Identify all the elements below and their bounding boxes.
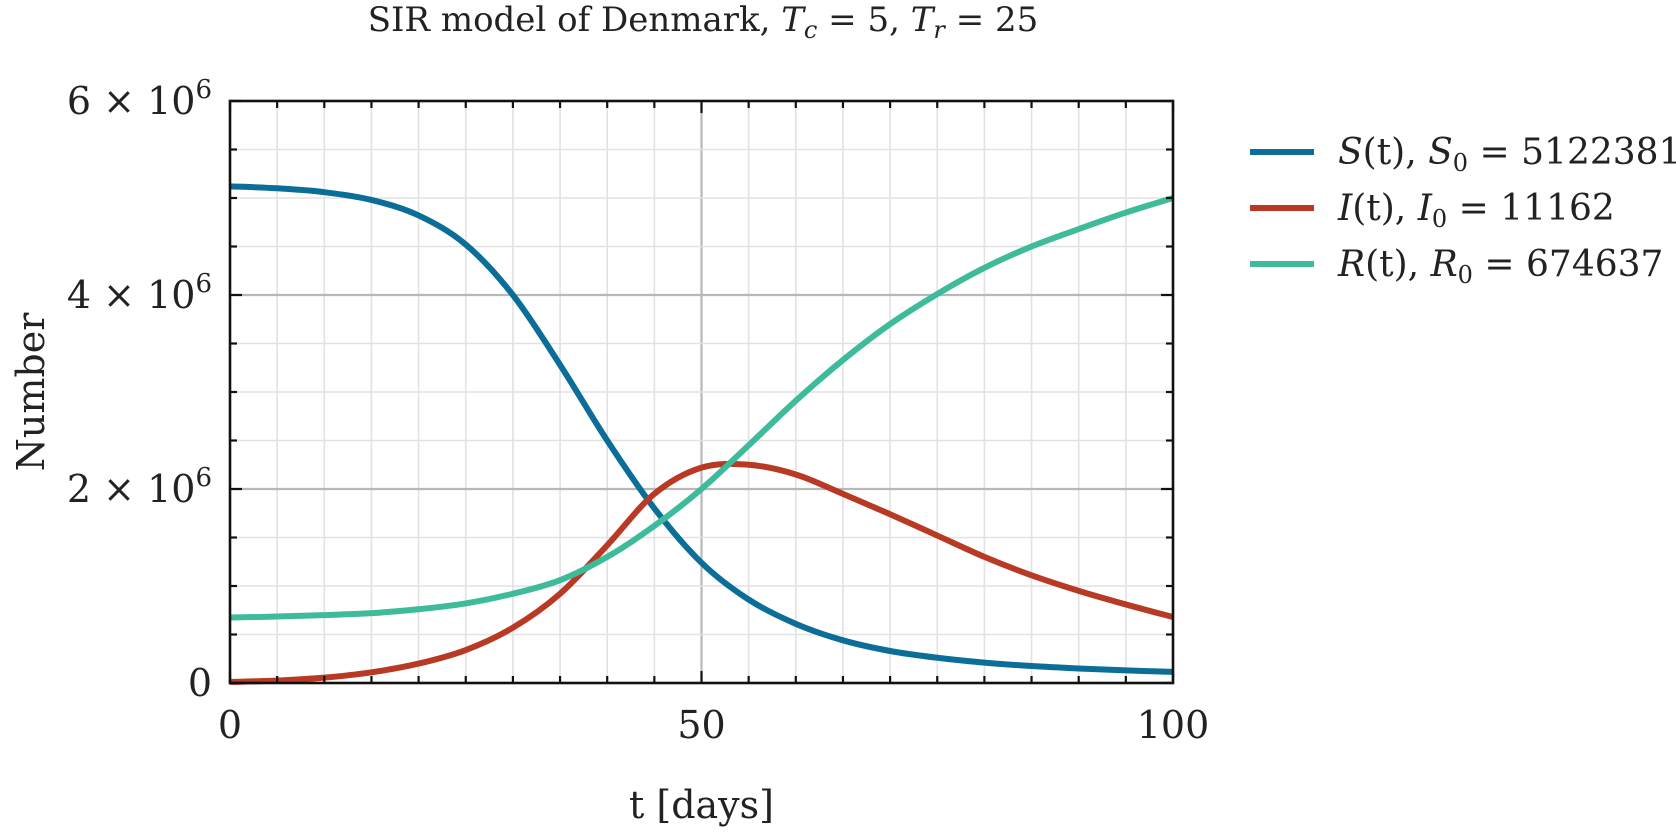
legend-label: S(t), S0 = 5122381	[1338, 132, 1676, 177]
y-tick-labels: 0 2 × 106 4 × 106 6 × 106	[67, 75, 212, 705]
x-tick-label: 50	[677, 703, 725, 747]
y-tick-label: 2 × 106	[67, 463, 212, 511]
y-tick-label: 6 × 106	[67, 75, 212, 123]
y-tick-label: 0	[188, 661, 212, 705]
grid	[230, 101, 1173, 683]
x-tick-label: 100	[1137, 703, 1210, 747]
legend: S(t), S0 = 5122381 I(t), I0 = 11162 R(t), …	[1250, 132, 1676, 289]
y-axis-label: Number	[9, 312, 53, 472]
legend-item-r: R(t), R0 = 674637	[1250, 244, 1663, 289]
series-lines	[229, 183, 1174, 685]
i-series-line	[229, 460, 1174, 685]
x-tick-labels: 0 50 100	[218, 703, 1209, 747]
r-series-line	[229, 195, 1174, 621]
legend-label: I(t), I0 = 11162	[1337, 188, 1615, 233]
chart-title: SIR model of Denmark, Tc = 5, Tr = 25	[368, 0, 1039, 44]
legend-item-i: I(t), I0 = 11162	[1250, 188, 1615, 233]
axis-ticks	[228, 99, 1175, 685]
x-axis-label: t [days]	[629, 783, 774, 827]
x-tick-label: 0	[218, 703, 242, 747]
y-tick-label: 4 × 106	[67, 269, 212, 317]
legend-label: R(t), R0 = 674637	[1337, 244, 1663, 289]
legend-item-s: S(t), S0 = 5122381	[1250, 132, 1676, 177]
s-series-line	[229, 183, 1174, 675]
